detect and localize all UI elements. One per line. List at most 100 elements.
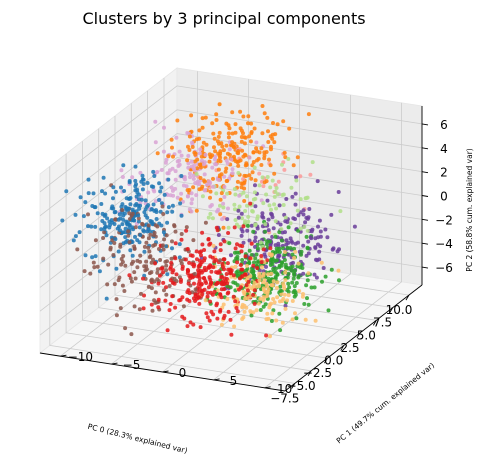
data-point-series-1 [205, 182, 209, 187]
data-point-series-3 [144, 264, 149, 269]
data-point-series-0 [200, 116, 205, 121]
data-point-series-9 [241, 177, 246, 182]
data-point-series-3 [120, 283, 125, 288]
data-point-series-6 [293, 191, 298, 196]
data-point-series-5 [286, 225, 291, 230]
data-point-series-2 [118, 228, 122, 233]
data-point-series-0 [217, 130, 222, 135]
data-point-series-8 [241, 190, 246, 195]
data-point-series-8 [233, 218, 238, 222]
data-point-series-0 [241, 114, 246, 119]
data-point-series-5 [299, 249, 304, 254]
data-point-series-4 [235, 242, 239, 247]
data-point-series-6 [293, 241, 298, 246]
data-point-series-6 [313, 245, 318, 250]
data-point-series-0 [283, 155, 288, 160]
data-point-series-8 [200, 194, 205, 199]
data-point-series-5 [323, 274, 328, 279]
data-point-series-0 [213, 149, 218, 154]
data-point-series-8 [280, 162, 284, 167]
data-point-series-4 [156, 305, 161, 310]
data-point-series-2 [105, 216, 110, 221]
data-point-series-0 [226, 135, 231, 140]
data-point-series-3 [151, 257, 155, 262]
data-point-series-3 [184, 225, 189, 230]
data-point-series-6 [253, 183, 257, 188]
data-point-series-4 [142, 293, 146, 298]
data-point-series-0 [240, 148, 245, 153]
data-point-series-4 [231, 294, 236, 299]
data-point-series-2 [138, 233, 143, 237]
data-point-series-8 [283, 215, 288, 220]
data-point-series-6 [317, 249, 322, 254]
data-point-series-0 [170, 145, 174, 150]
data-point-series-2 [135, 190, 140, 195]
data-point-series-0 [246, 114, 251, 119]
data-point-series-0 [194, 137, 199, 142]
data-point-series-2 [162, 192, 167, 197]
data-point-series-7 [293, 311, 297, 316]
data-point-series-8 [286, 157, 291, 161]
data-point-series-6 [301, 208, 306, 213]
data-point-series-2 [120, 222, 125, 227]
data-point-series-1 [197, 151, 202, 156]
data-point-series-0 [239, 128, 244, 133]
data-point-series-1 [190, 140, 194, 145]
data-point-series-0 [220, 144, 225, 149]
data-point-series-5 [282, 258, 287, 262]
data-point-series-5 [273, 275, 278, 279]
data-point-series-0 [233, 122, 238, 127]
data-point-series-7 [257, 271, 262, 276]
data-point-series-1 [177, 158, 182, 163]
data-point-series-4 [215, 280, 220, 285]
data-point-series-4 [186, 288, 191, 293]
data-point-series-0 [253, 178, 258, 183]
data-point-series-4 [215, 316, 220, 321]
data-point-series-4 [207, 318, 212, 323]
data-point-series-3 [135, 265, 140, 270]
data-point-series-6 [262, 252, 267, 257]
data-point-series-4 [160, 266, 165, 271]
data-point-series-8 [252, 190, 257, 195]
data-point-series-0 [195, 157, 200, 162]
data-point-series-0 [200, 125, 205, 130]
data-point-series-4 [179, 237, 184, 242]
data-point-series-4 [215, 301, 219, 306]
data-point-series-3 [155, 267, 160, 272]
data-point-series-4 [200, 242, 205, 247]
data-point-series-7 [282, 292, 287, 297]
data-point-series-2 [116, 217, 121, 222]
data-point-series-5 [285, 246, 290, 250]
data-point-series-0 [216, 134, 221, 139]
data-point-series-3 [167, 284, 172, 288]
data-point-series-8 [208, 211, 213, 216]
data-point-series-4 [228, 317, 233, 322]
data-point-series-7 [275, 280, 280, 285]
data-point-series-4 [251, 292, 256, 297]
data-point-series-0 [252, 126, 257, 131]
data-point-series-6 [307, 207, 312, 211]
data-point-series-4 [202, 258, 207, 263]
data-point-series-3 [128, 217, 132, 221]
data-point-series-3 [203, 220, 208, 225]
data-point-series-0 [282, 150, 287, 155]
data-point-series-6 [331, 246, 336, 251]
data-point-series-0 [230, 110, 235, 115]
data-point-series-1 [227, 147, 232, 152]
data-point-series-2 [104, 233, 109, 238]
data-point-series-3 [164, 268, 169, 273]
data-point-series-2 [112, 210, 117, 215]
data-point-series-0 [251, 160, 256, 164]
z-axis-ticks: 6 4 2 0 −2 −4 −6 [421, 118, 453, 275]
data-point-series-2 [165, 220, 170, 225]
data-point-series-3 [193, 287, 198, 292]
data-point-series-4 [233, 246, 238, 251]
data-point-series-7 [265, 293, 270, 298]
data-point-series-5 [258, 308, 263, 312]
data-point-series-3 [118, 306, 123, 311]
data-point-series-1 [211, 184, 216, 189]
data-point-series-7 [251, 310, 256, 315]
data-point-series-0 [204, 142, 209, 147]
data-point-series-2 [166, 205, 171, 210]
data-point-series-7 [293, 249, 298, 254]
